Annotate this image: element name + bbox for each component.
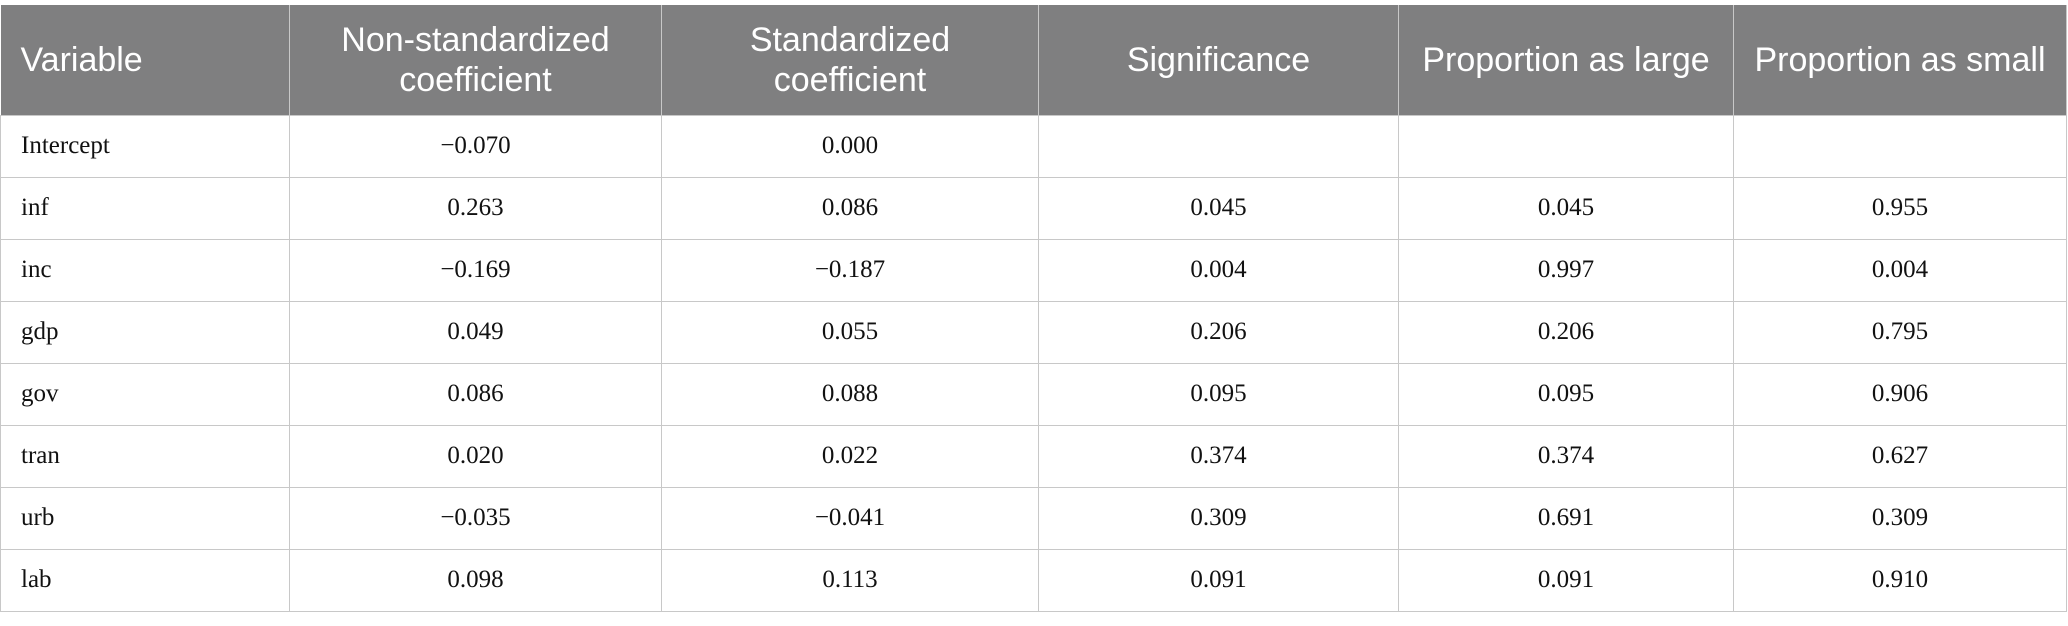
table-cell: −0.041 — [661, 486, 1039, 550]
row-label: tran — [0, 424, 290, 488]
table-row: inc −0.169 −0.187 0.004 0.997 0.004 — [0, 238, 2067, 302]
table-cell: 0.091 — [1398, 548, 1734, 612]
table-cell: 0.374 — [1398, 424, 1734, 488]
table-cell: 0.795 — [1733, 300, 2067, 364]
row-label: urb — [0, 486, 290, 550]
results-table: Variable Non-standardized coefficient Stan… — [0, 5, 2067, 612]
table-cell: −0.187 — [661, 238, 1039, 302]
row-label: inf — [0, 176, 290, 240]
table-cell: 0.045 — [1038, 176, 1399, 240]
table-cell: 0.086 — [289, 362, 662, 426]
table-cell: 0.020 — [289, 424, 662, 488]
table-cell: 0.691 — [1398, 486, 1734, 550]
row-label: inc — [0, 238, 290, 302]
header-cell: Variable — [0, 5, 290, 115]
table-cell: 0.263 — [289, 176, 662, 240]
table-cell: 0.309 — [1733, 486, 2067, 550]
header-cell: Non-standardized coefficient — [289, 5, 662, 115]
table-cell: 0.206 — [1038, 300, 1399, 364]
table-cell: 0.910 — [1733, 548, 2067, 612]
table-cell: 0.997 — [1398, 238, 1734, 302]
table-header: Variable Non-standardized coefficient Stan… — [0, 5, 2067, 115]
table-cell: 0.627 — [1733, 424, 2067, 488]
header-cell: Proportion as small — [1733, 5, 2067, 115]
table-cell: 0.955 — [1733, 176, 2067, 240]
table-cell: 0.088 — [661, 362, 1039, 426]
table-cell: 0.000 — [661, 114, 1039, 178]
table-cell: 0.091 — [1038, 548, 1399, 612]
table-cell: −0.035 — [289, 486, 662, 550]
table-cell: 0.095 — [1038, 362, 1399, 426]
table-cell: 0.004 — [1038, 238, 1399, 302]
table-cell: 0.095 — [1398, 362, 1734, 426]
table-cell: 0.374 — [1038, 424, 1399, 488]
empty-cell — [1398, 114, 1734, 178]
table-row: gov 0.086 0.088 0.095 0.095 0.906 — [0, 362, 2067, 426]
row-label: gdp — [0, 300, 290, 364]
table-cell: −0.070 — [289, 114, 662, 178]
row-label: gov — [0, 362, 290, 426]
table-row: urb −0.035 −0.041 0.309 0.691 0.309 — [0, 486, 2067, 550]
table-cell: 0.045 — [1398, 176, 1734, 240]
header-cell: Significance — [1038, 5, 1399, 115]
empty-cell — [1733, 114, 2067, 178]
table-cell: 0.022 — [661, 424, 1039, 488]
row-label: lab — [0, 548, 290, 612]
table-cell: 0.309 — [1038, 486, 1399, 550]
table-row: lab 0.098 0.113 0.091 0.091 0.910 — [0, 548, 2067, 612]
table-row: gdp 0.049 0.055 0.206 0.206 0.795 — [0, 300, 2067, 364]
table-cell: 0.206 — [1398, 300, 1734, 364]
table-cell: 0.098 — [289, 548, 662, 612]
page: Variable Non-standardized coefficient Stan… — [0, 5, 2068, 626]
table-body: Intercept −0.070 0.000 inf 0.263 0.086 0.045 0.… — [0, 114, 2067, 612]
header-cell: Proportion as large — [1398, 5, 1734, 115]
table-row: Intercept −0.070 0.000 — [0, 114, 2067, 178]
table-row: inf 0.263 0.086 0.045 0.045 0.955 — [0, 176, 2067, 240]
row-label: Intercept — [0, 114, 290, 178]
table-row: tran 0.020 0.022 0.374 0.374 0.627 — [0, 424, 2067, 488]
table-cell: 0.049 — [289, 300, 662, 364]
empty-cell — [1038, 114, 1399, 178]
table-cell: 0.004 — [1733, 238, 2067, 302]
table-cell: 0.086 — [661, 176, 1039, 240]
header-cell: Standardized coefficient — [661, 5, 1039, 115]
table-cell: 0.113 — [661, 548, 1039, 612]
header-row: Variable Non-standardized coefficient Stan… — [0, 5, 2067, 115]
table-cell: 0.055 — [661, 300, 1039, 364]
table-cell: −0.169 — [289, 238, 662, 302]
table-cell: 0.906 — [1733, 362, 2067, 426]
